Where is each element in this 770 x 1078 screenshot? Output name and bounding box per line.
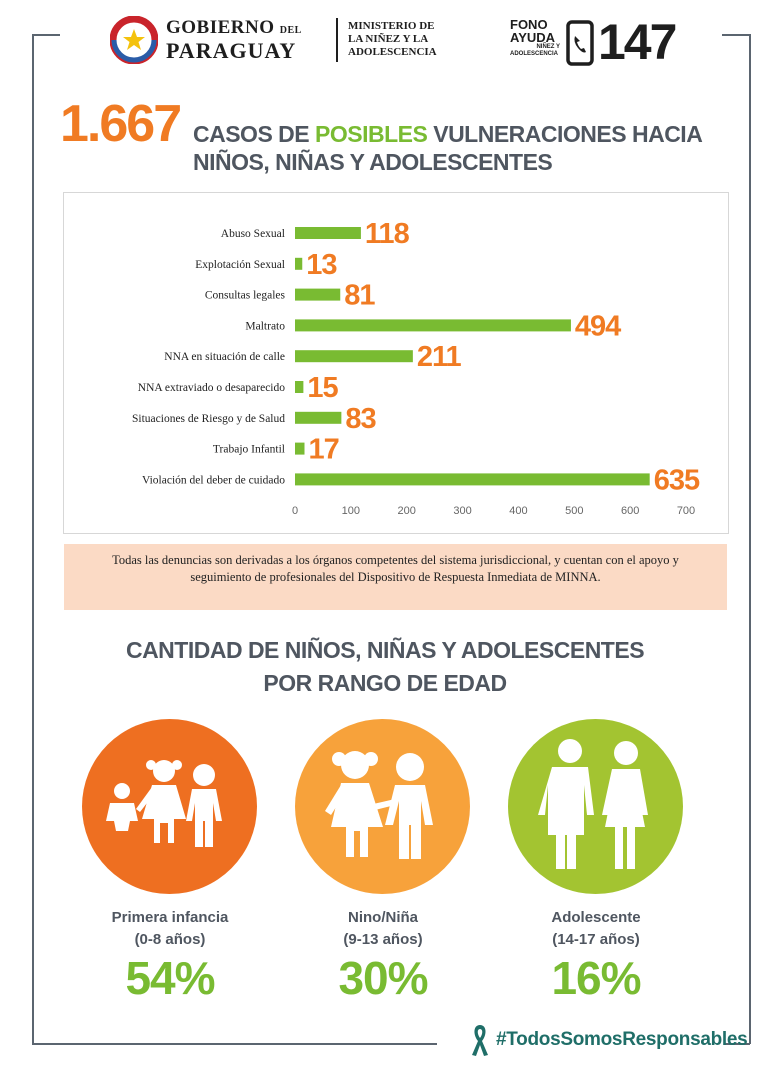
x-tick-label: 400 (509, 505, 527, 517)
age-group-3-label: Adolescente (14-17 años) (496, 907, 696, 951)
age-group-3-range: (14-17 años) (552, 931, 640, 948)
age-group-3-name: Adolescente (551, 909, 641, 926)
bar-category-label: Trabajo Infantil (213, 444, 285, 456)
phone-icon (566, 20, 594, 66)
girl-and-boy-icon (325, 751, 433, 859)
frame-top-left (32, 34, 60, 36)
baby-and-children-icon (106, 760, 222, 847)
ministerio-line1: MINISTERIO DE (348, 20, 435, 32)
fono-ayuda-logo: FONO AYUDA NIÑEZ Y ADOLESCENCIA (510, 18, 560, 58)
bar (295, 257, 303, 270)
gobierno-wordmark: GOBIERNO DEL PARAGUAY (166, 17, 302, 63)
bar (295, 227, 361, 239)
x-tick-label: 500 (565, 505, 583, 517)
note-text: Todas las denuncias son derivadas a los … (112, 553, 679, 584)
frame-bottom-right (725, 1043, 750, 1045)
bar-category-label: Situaciones de Riesgo y de Salud (132, 413, 285, 425)
bar (295, 319, 571, 332)
early-childhood-circle (82, 719, 257, 894)
total-cases: 1.667 (60, 95, 182, 153)
bar-category-label: Violación del deber de cuidado (142, 474, 285, 486)
bar-value-label: 17 (308, 434, 338, 466)
bar (295, 288, 341, 301)
headline-part1: CASOS DE (193, 121, 316, 147)
age-group-1-name: Primera infancia (111, 909, 229, 926)
frame-bottom (32, 1043, 437, 1045)
cases-chart: Abuso Sexual 118 Explotación Sexual 13 Consu… (63, 192, 729, 534)
ministerio-line2: LA NIÑEZ Y LA (348, 33, 429, 45)
x-tick-label: 600 (621, 505, 639, 517)
headline-line2: NIÑOS, NIÑAS Y ADOLESCENTES (193, 149, 553, 175)
fono-line2: AYUDA (510, 30, 556, 45)
headline-part2: POSIBLES (315, 121, 428, 147)
x-tick-label: 100 (342, 505, 360, 517)
gobierno-line2: PARAGUAY (166, 38, 297, 63)
bar (295, 473, 650, 486)
age-group-2-name: Nino/Niña (348, 909, 418, 926)
bar-category-label: Explotación Sexual (195, 259, 285, 271)
bar (295, 350, 413, 363)
bar-category-label: NNA en situación de calle (164, 351, 285, 363)
gobierno-line1: GOBIERNO (166, 17, 275, 38)
hashtag-footer: #TodosSomosResponsables (470, 1022, 748, 1058)
frame-left (32, 34, 34, 1044)
bar-value-label: 13 (306, 249, 337, 281)
frame-right (749, 34, 751, 1044)
headline-part3: VULNERACIONES HACIA (427, 121, 703, 147)
age-group-2-label: Nino/Niña (9-13 años) (283, 907, 483, 951)
bar (295, 442, 305, 455)
age-group-3-percent: 16% (551, 952, 641, 1004)
age-title-line1: CANTIDAD DE NIÑOS, NIÑAS Y ADOLESCENTES (125, 637, 645, 663)
gobierno-del: DEL (279, 25, 302, 36)
teens-icon (538, 739, 648, 869)
age-group-2-percent: 30% (338, 952, 428, 1004)
bar-value-label: 83 (345, 403, 376, 435)
bar-value-label: 15 (307, 372, 338, 404)
children-circle (295, 719, 470, 894)
hashtag-text: #TodosSomosResponsables (496, 1029, 748, 1050)
bar-value-label: 81 (344, 280, 375, 312)
fono-number: 147 (598, 14, 677, 70)
awareness-ribbon-icon (472, 1025, 488, 1056)
age-section-title: CANTIDAD DE NIÑOS, NIÑAS Y ADOLESCENTES … (0, 634, 770, 700)
cases-bar-chart: Abuso Sexual 118 Explotación Sexual 13 Consu… (132, 218, 701, 517)
bar-category-label: Maltrato (245, 320, 285, 332)
bar-value-label: 635 (654, 464, 700, 496)
frame-top-right (722, 34, 750, 36)
bar-value-label: 211 (417, 341, 462, 373)
x-tick-label: 200 (398, 505, 416, 517)
bar-value-label: 494 (575, 310, 621, 342)
age-group-1-label: Primera infancia (0-8 años) (70, 907, 270, 951)
ministerio-line3: ADOLESCENCIA (348, 46, 437, 58)
bar (295, 381, 304, 393)
age-title-line2: POR RANGO DE EDAD (263, 670, 507, 696)
bar-value-label: 118 (365, 218, 410, 250)
x-tick-label: 700 (677, 505, 695, 517)
note-box: Todas las denuncias son derivadas a los … (64, 544, 727, 610)
fono-line3: NIÑEZ Y (536, 44, 560, 50)
paraguay-seal-icon (110, 16, 158, 64)
age-group-1-percent: 54% (125, 952, 215, 1004)
headline-title: CASOS DE POSIBLES VULNERACIONES HACIA NI… (193, 120, 703, 176)
adolescent-circle (508, 719, 683, 894)
bar-category-label: NNA extraviado o desaparecido (138, 382, 285, 394)
age-group-2-range: (9-13 años) (343, 931, 423, 948)
bar-category-label: Abuso Sexual (221, 228, 285, 240)
header: GOBIERNO DEL PARAGUAY MINISTERIO DE LA N… (0, 12, 770, 72)
x-tick-label: 300 (453, 505, 471, 517)
header-separator (336, 18, 338, 62)
fono-line4: ADOLESCENCIA (510, 51, 559, 57)
bar (295, 411, 342, 424)
age-group-1-range: (0-8 años) (134, 931, 206, 948)
fono-line1: FONO (510, 17, 548, 32)
ministerio-wordmark: MINISTERIO DE LA NIÑEZ Y LA ADOLESCENCIA (348, 20, 437, 59)
bar-category-label: Consultas legales (205, 290, 286, 302)
x-tick-label: 0 (292, 505, 298, 517)
